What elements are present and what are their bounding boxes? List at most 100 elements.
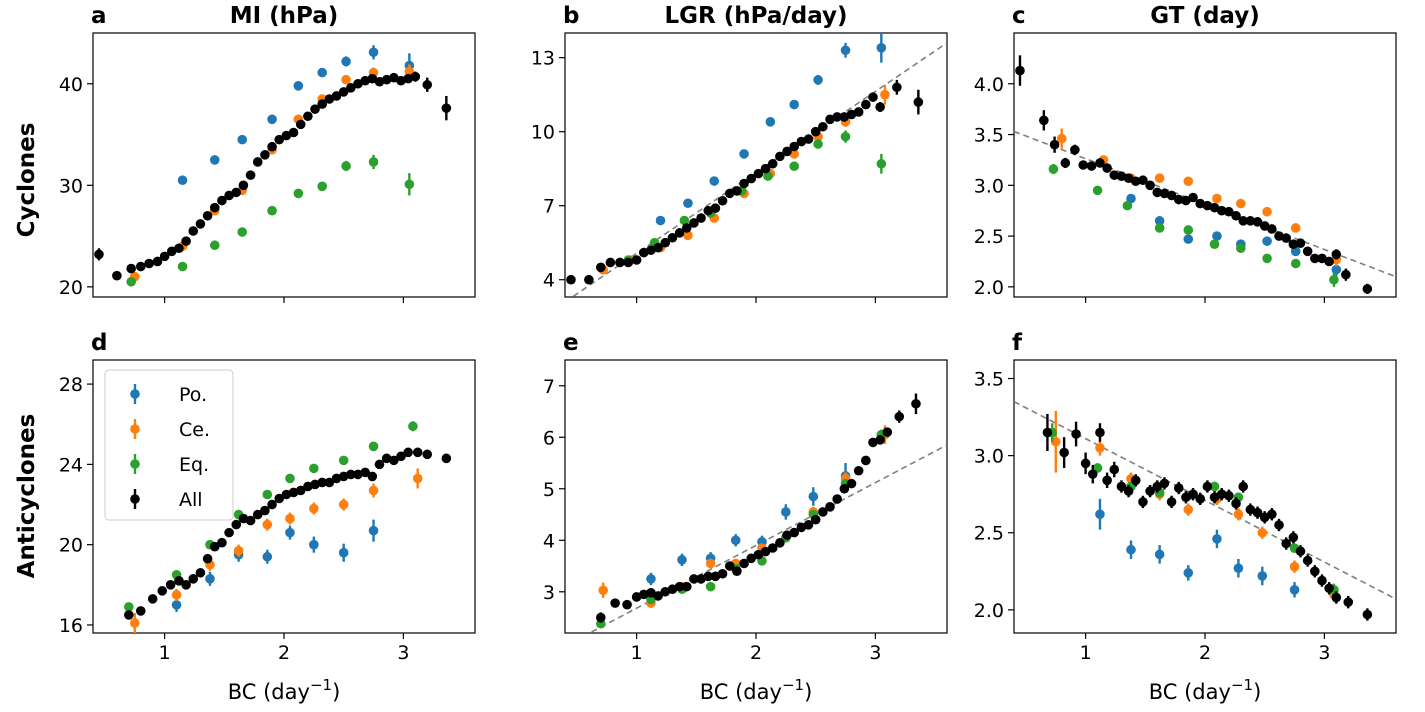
data-point <box>1231 210 1241 221</box>
plot-area <box>587 393 947 633</box>
legend-marker <box>130 389 140 399</box>
data-point <box>403 447 413 458</box>
data-point <box>1290 223 1301 233</box>
series-po <box>177 45 415 186</box>
data-point <box>660 237 671 248</box>
data-point <box>746 173 757 184</box>
data-point <box>1236 243 1246 254</box>
data-point <box>730 535 741 546</box>
data-point <box>94 249 104 260</box>
data-point <box>205 574 215 584</box>
data-point <box>1324 583 1334 594</box>
data-point <box>341 161 351 171</box>
data-point <box>135 606 146 616</box>
data-point <box>880 89 890 100</box>
data-point <box>1209 239 1220 249</box>
data-point <box>1331 249 1342 260</box>
data-point <box>367 73 378 84</box>
data-point <box>840 45 851 56</box>
data-point <box>1126 193 1136 204</box>
data-point <box>709 176 720 186</box>
data-point <box>1080 458 1091 469</box>
data-point <box>1289 585 1300 595</box>
y-tick-label: 20 <box>59 277 83 299</box>
data-point <box>710 203 721 213</box>
series-all <box>124 447 452 620</box>
y-tick-label: 3.5 <box>974 369 1004 391</box>
panel-letter: e <box>563 330 579 356</box>
y-tick-label: 7 <box>543 196 555 218</box>
data-point <box>882 427 893 437</box>
data-point <box>681 223 692 233</box>
data-point <box>1257 571 1268 581</box>
data-point <box>303 111 313 122</box>
data-point <box>683 198 693 209</box>
data-point <box>1183 234 1194 244</box>
data-point <box>739 558 749 569</box>
data-point <box>832 494 842 504</box>
x-tick-label: 1 <box>1080 642 1092 664</box>
data-point <box>412 473 423 484</box>
data-point <box>262 551 273 562</box>
data-point <box>309 503 319 514</box>
data-point <box>746 553 757 564</box>
data-point <box>911 398 921 409</box>
data-point <box>233 545 244 556</box>
data-point <box>267 141 277 152</box>
data-point <box>683 230 693 241</box>
data-point <box>1056 133 1067 144</box>
data-point <box>605 257 616 268</box>
data-point <box>1071 429 1081 439</box>
data-point <box>1095 443 1105 453</box>
data-point <box>209 155 220 165</box>
data-point <box>324 477 335 488</box>
data-point <box>152 256 163 267</box>
axes-frame <box>1013 359 1397 634</box>
data-point <box>653 591 663 601</box>
data-point <box>353 78 363 89</box>
data-point <box>195 567 206 578</box>
data-point <box>1209 492 1220 503</box>
data-point <box>1070 144 1080 155</box>
data-point <box>1095 427 1105 438</box>
data-point <box>674 228 685 238</box>
series-eq <box>126 154 415 287</box>
data-point <box>1267 224 1277 234</box>
plot-area <box>566 33 947 297</box>
data-point <box>1245 216 1256 226</box>
data-point <box>412 447 423 458</box>
data-point <box>679 215 690 226</box>
data-point <box>724 561 735 571</box>
plot-area <box>94 45 452 287</box>
data-point <box>1195 494 1206 504</box>
data-point <box>1310 566 1320 577</box>
data-point <box>177 261 188 272</box>
data-point <box>1236 198 1246 209</box>
data-point <box>1233 509 1244 520</box>
data-point <box>789 99 799 110</box>
data-point <box>739 178 749 189</box>
data-point <box>789 161 799 172</box>
legend-label: Eq. <box>179 454 209 476</box>
data-point <box>840 131 851 142</box>
data-point <box>1086 161 1097 171</box>
data-point <box>717 195 728 206</box>
data-point <box>281 130 292 141</box>
data-point <box>875 102 885 112</box>
y-tick-label: 10 <box>531 122 555 144</box>
y-tick-label: 30 <box>59 175 83 197</box>
data-point <box>181 236 191 246</box>
y-tick-label: 6 <box>543 427 555 449</box>
series-all <box>596 393 921 623</box>
data-point <box>1173 194 1184 205</box>
data-point <box>295 119 306 130</box>
legend-label: Po. <box>179 384 207 406</box>
data-point <box>1095 158 1105 168</box>
x-tick-label: 2 <box>1199 642 1211 664</box>
series-ce <box>129 468 423 633</box>
data-point <box>1102 475 1112 486</box>
plot-area <box>1014 55 1396 294</box>
data-point <box>596 612 606 623</box>
panel-b: LGR (hPa/day) b 4 7 10 13 <box>531 3 948 303</box>
